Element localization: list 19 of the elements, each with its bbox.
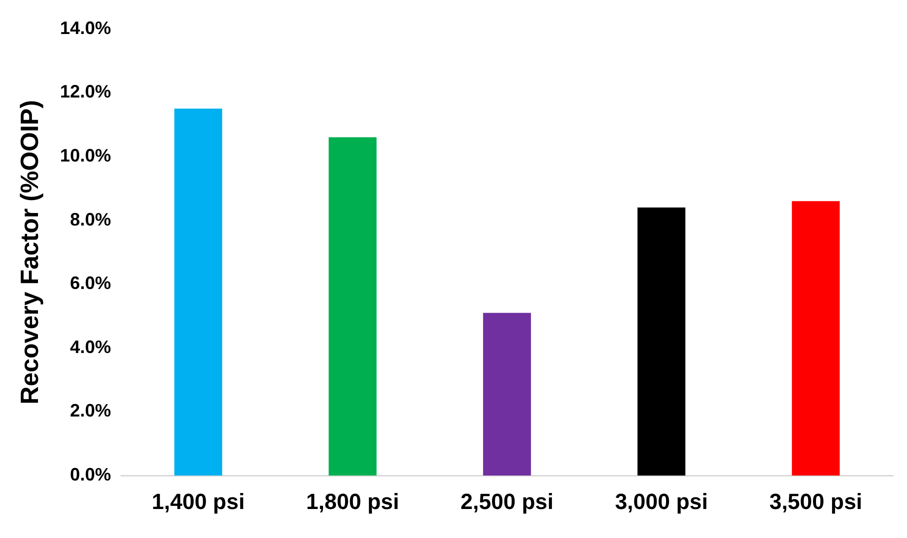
y-tick-label: 10.0% xyxy=(60,145,112,166)
x-tick-label: 3,000 psi xyxy=(614,488,708,514)
x-tick-label: 3,500 psi xyxy=(769,488,862,514)
y-tick-label: 6.0% xyxy=(70,273,112,294)
bar xyxy=(174,108,222,476)
y-tick-label: 4.0% xyxy=(70,336,112,357)
x-tick-label: 1,400 psi xyxy=(152,488,245,514)
bar xyxy=(483,312,531,476)
bar xyxy=(328,137,377,476)
bar xyxy=(792,201,840,476)
x-tick-label: 1,800 psi xyxy=(306,488,400,514)
y-tick-label: 14.0% xyxy=(60,18,112,38)
y-tick-label: 8.0% xyxy=(70,209,112,230)
y-axis-title: Recovery Factor (%OOIP) xyxy=(16,100,44,404)
y-tick-label: 2.0% xyxy=(70,400,112,421)
y-tick-label: 0.0% xyxy=(70,464,112,485)
bar xyxy=(637,208,686,476)
x-tick-label: 2,500 psi xyxy=(460,488,554,514)
y-tick-label: 12.0% xyxy=(60,82,112,102)
